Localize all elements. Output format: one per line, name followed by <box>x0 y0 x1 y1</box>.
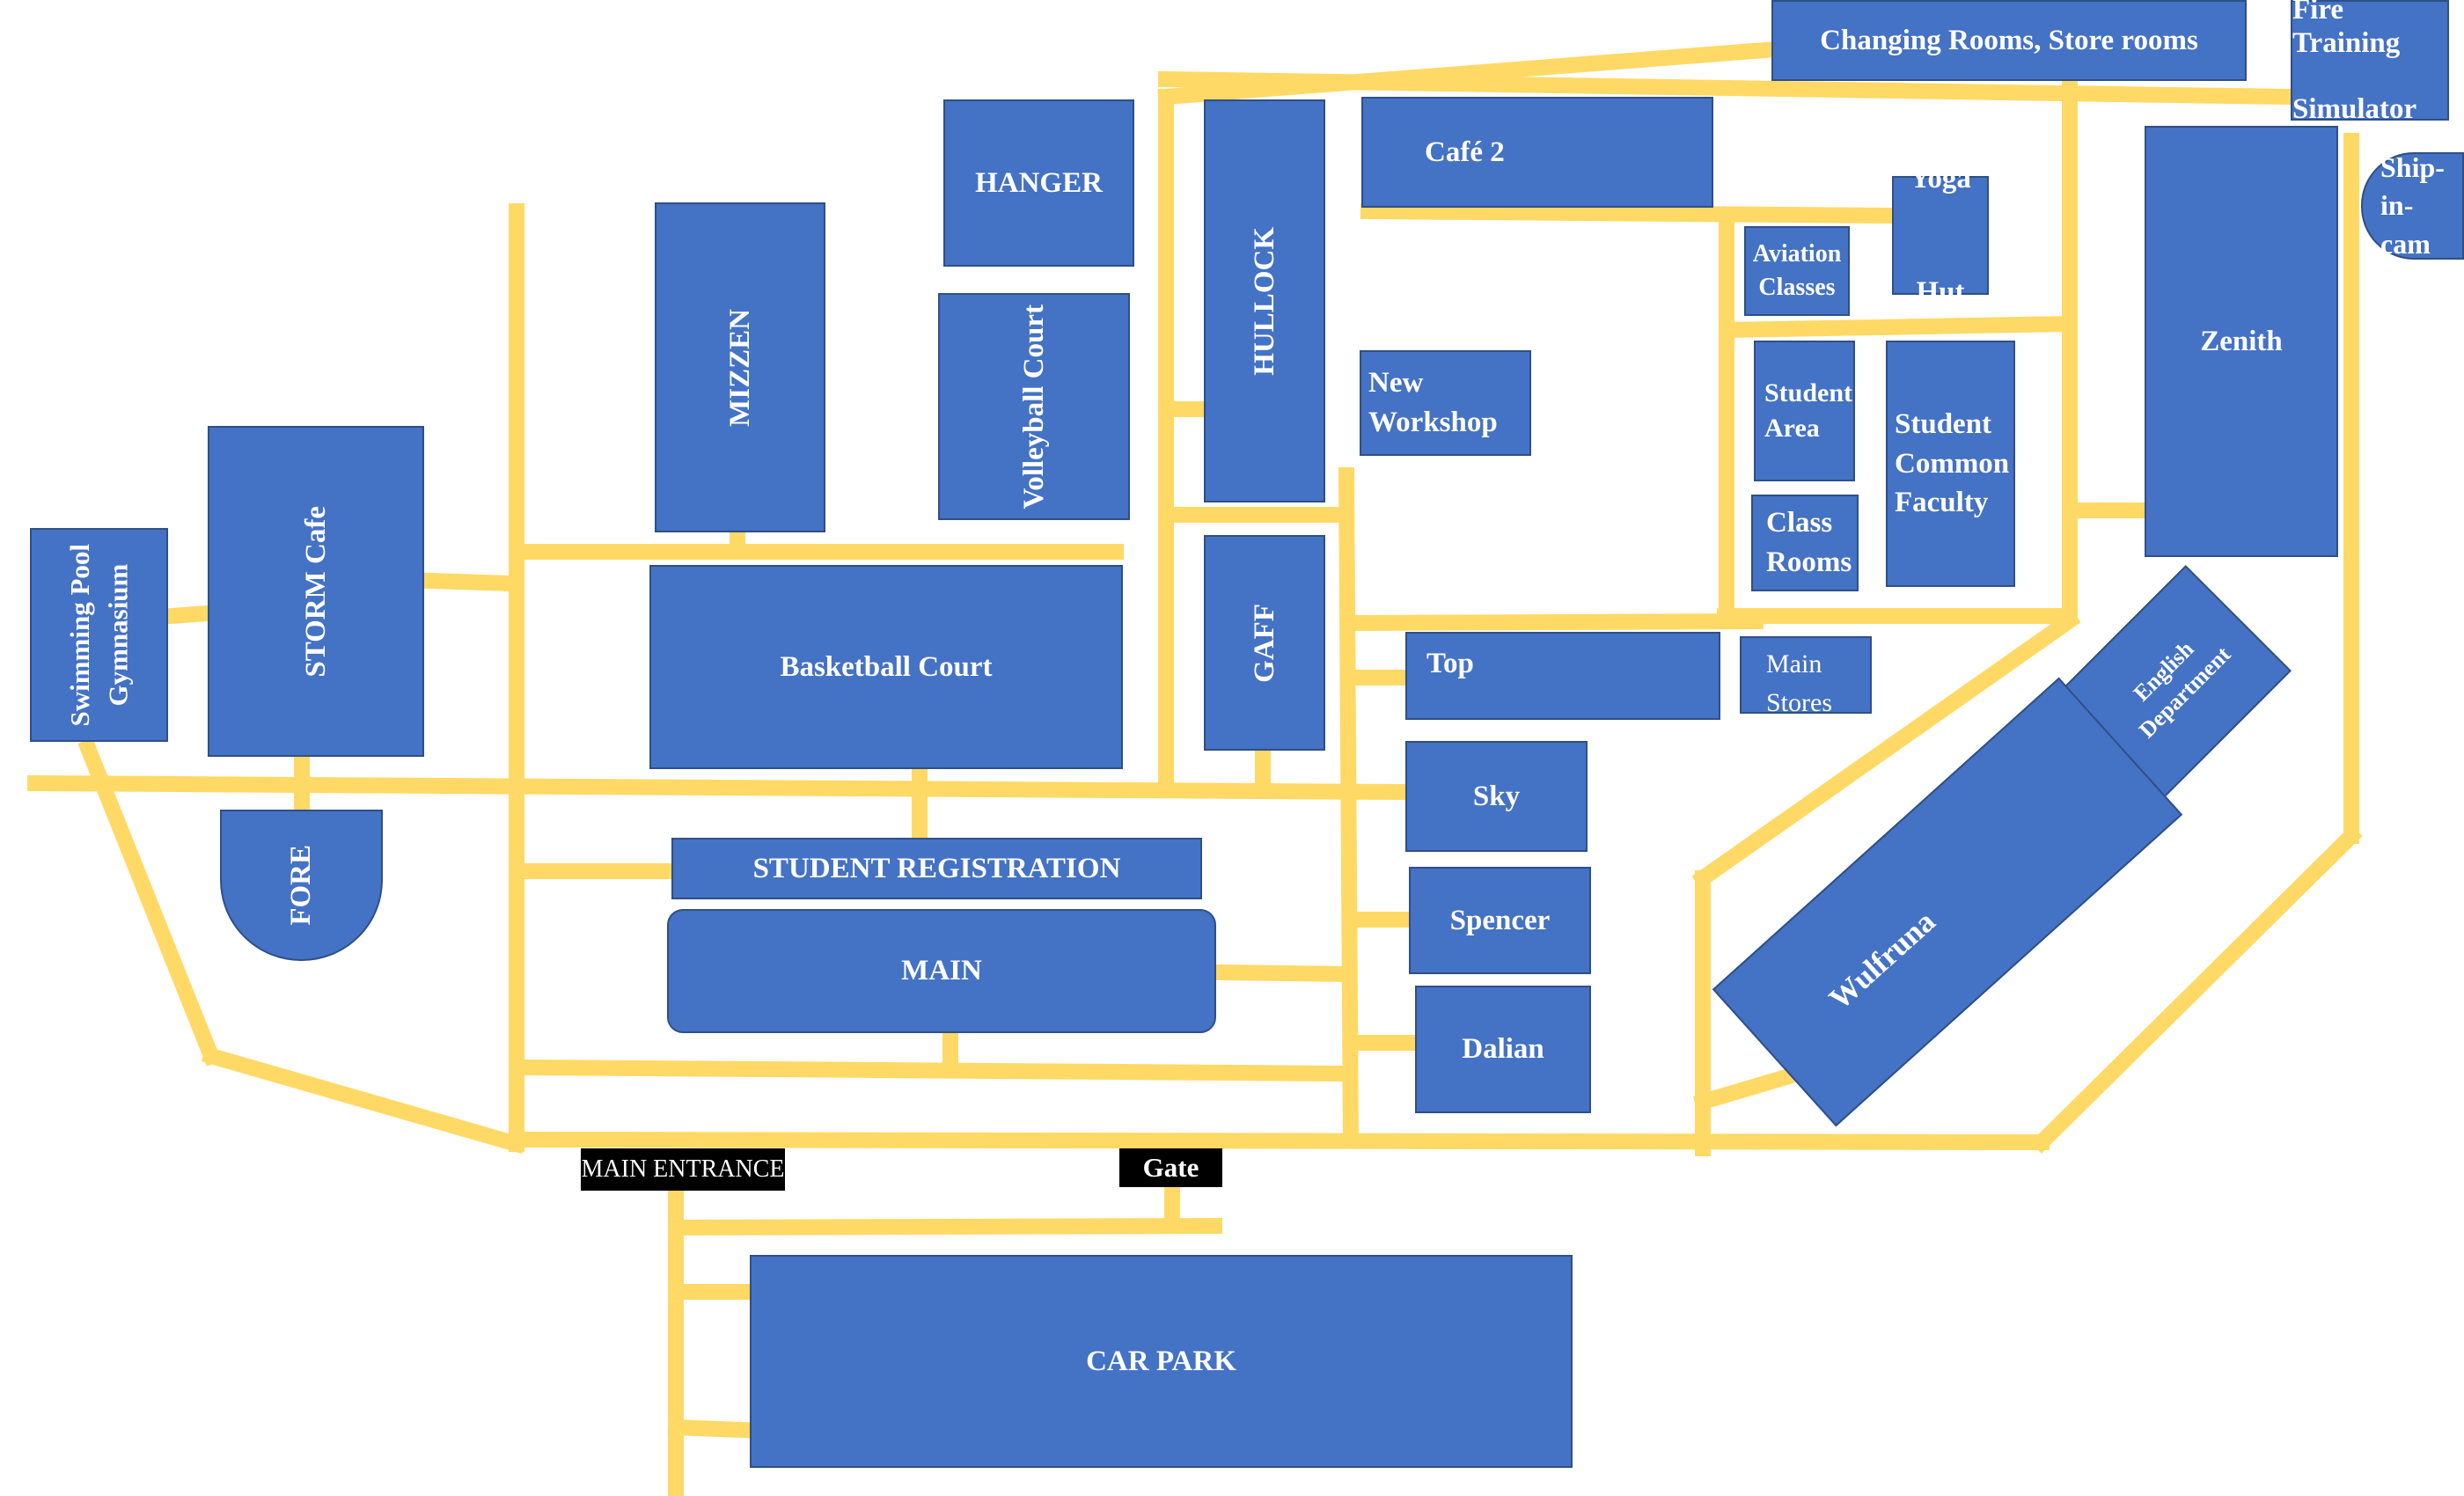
swimming-pool-gymnasium-building[interactable]: Swimming Pool Gymnasium <box>30 528 168 742</box>
mizzen-building[interactable]: MIZZEN <box>655 202 825 532</box>
main-building[interactable]: MAIN <box>667 909 1216 1033</box>
student-registration-building[interactable]: STUDENT REGISTRATION <box>671 838 1202 899</box>
spencer-building[interactable]: Spencer <box>1409 867 1591 974</box>
dalian-building[interactable]: Dalian <box>1415 986 1591 1113</box>
basketball-court-building[interactable]: Basketball Court <box>649 565 1123 769</box>
aviation-classes-building[interactable]: Aviation Classes <box>1744 226 1850 316</box>
volleyball-court-label: Volleyball Court <box>1017 304 1050 510</box>
zenith-building[interactable]: Zenith <box>2145 126 2338 557</box>
hullock-building[interactable]: HULLOCK <box>1204 99 1325 502</box>
fire-training-simulator-building[interactable]: Fire Training Simulator <box>2291 0 2449 125</box>
storm-cafe-building[interactable]: STORM Cafe <box>208 426 424 757</box>
main-stores-building[interactable]: Main Stores <box>1740 636 1872 717</box>
changing-rooms-building[interactable]: Changing Rooms, Store rooms <box>1771 0 2247 81</box>
cafe-2-building[interactable]: Café 2 <box>1361 97 1713 208</box>
fore-building[interactable]: FORE <box>220 810 383 961</box>
hullock-label: HULLOCK <box>1248 226 1280 376</box>
hanger-building[interactable]: HANGER <box>943 99 1134 267</box>
car-park-area[interactable]: CAR PARK <box>750 1255 1573 1468</box>
yoga-hut-building[interactable]: Yoga Hut <box>1892 163 1989 308</box>
gaff-building[interactable]: GAFF <box>1204 535 1325 751</box>
volleyball-court-building[interactable]: Volleyball Court <box>938 293 1130 520</box>
student-common-faculty-building[interactable]: Student Common Faculty <box>1886 341 2015 587</box>
gaff-label: GAFF <box>1248 603 1280 683</box>
gate-label: Gate <box>1119 1148 1222 1187</box>
swimming-pool-label: Swimming Pool Gymnasium <box>64 543 134 727</box>
class-rooms-building[interactable]: Class Rooms <box>1751 495 1859 591</box>
main-entrance-label: MAIN ENTRANCE <box>581 1148 785 1191</box>
storm-cafe-label: STORM Cafe <box>299 505 332 678</box>
student-area-building[interactable]: Student Area <box>1754 341 1855 481</box>
top-building[interactable]: Top <box>1405 632 1720 720</box>
new-workshop-building[interactable]: New Workshop <box>1360 350 1531 456</box>
sky-building[interactable]: Sky <box>1405 741 1588 852</box>
fore-label: FORE <box>285 845 318 926</box>
ship-in-cam-building[interactable]: Ship- in- cam <box>2361 151 2464 260</box>
mizzen-label: MIZZEN <box>723 308 756 427</box>
